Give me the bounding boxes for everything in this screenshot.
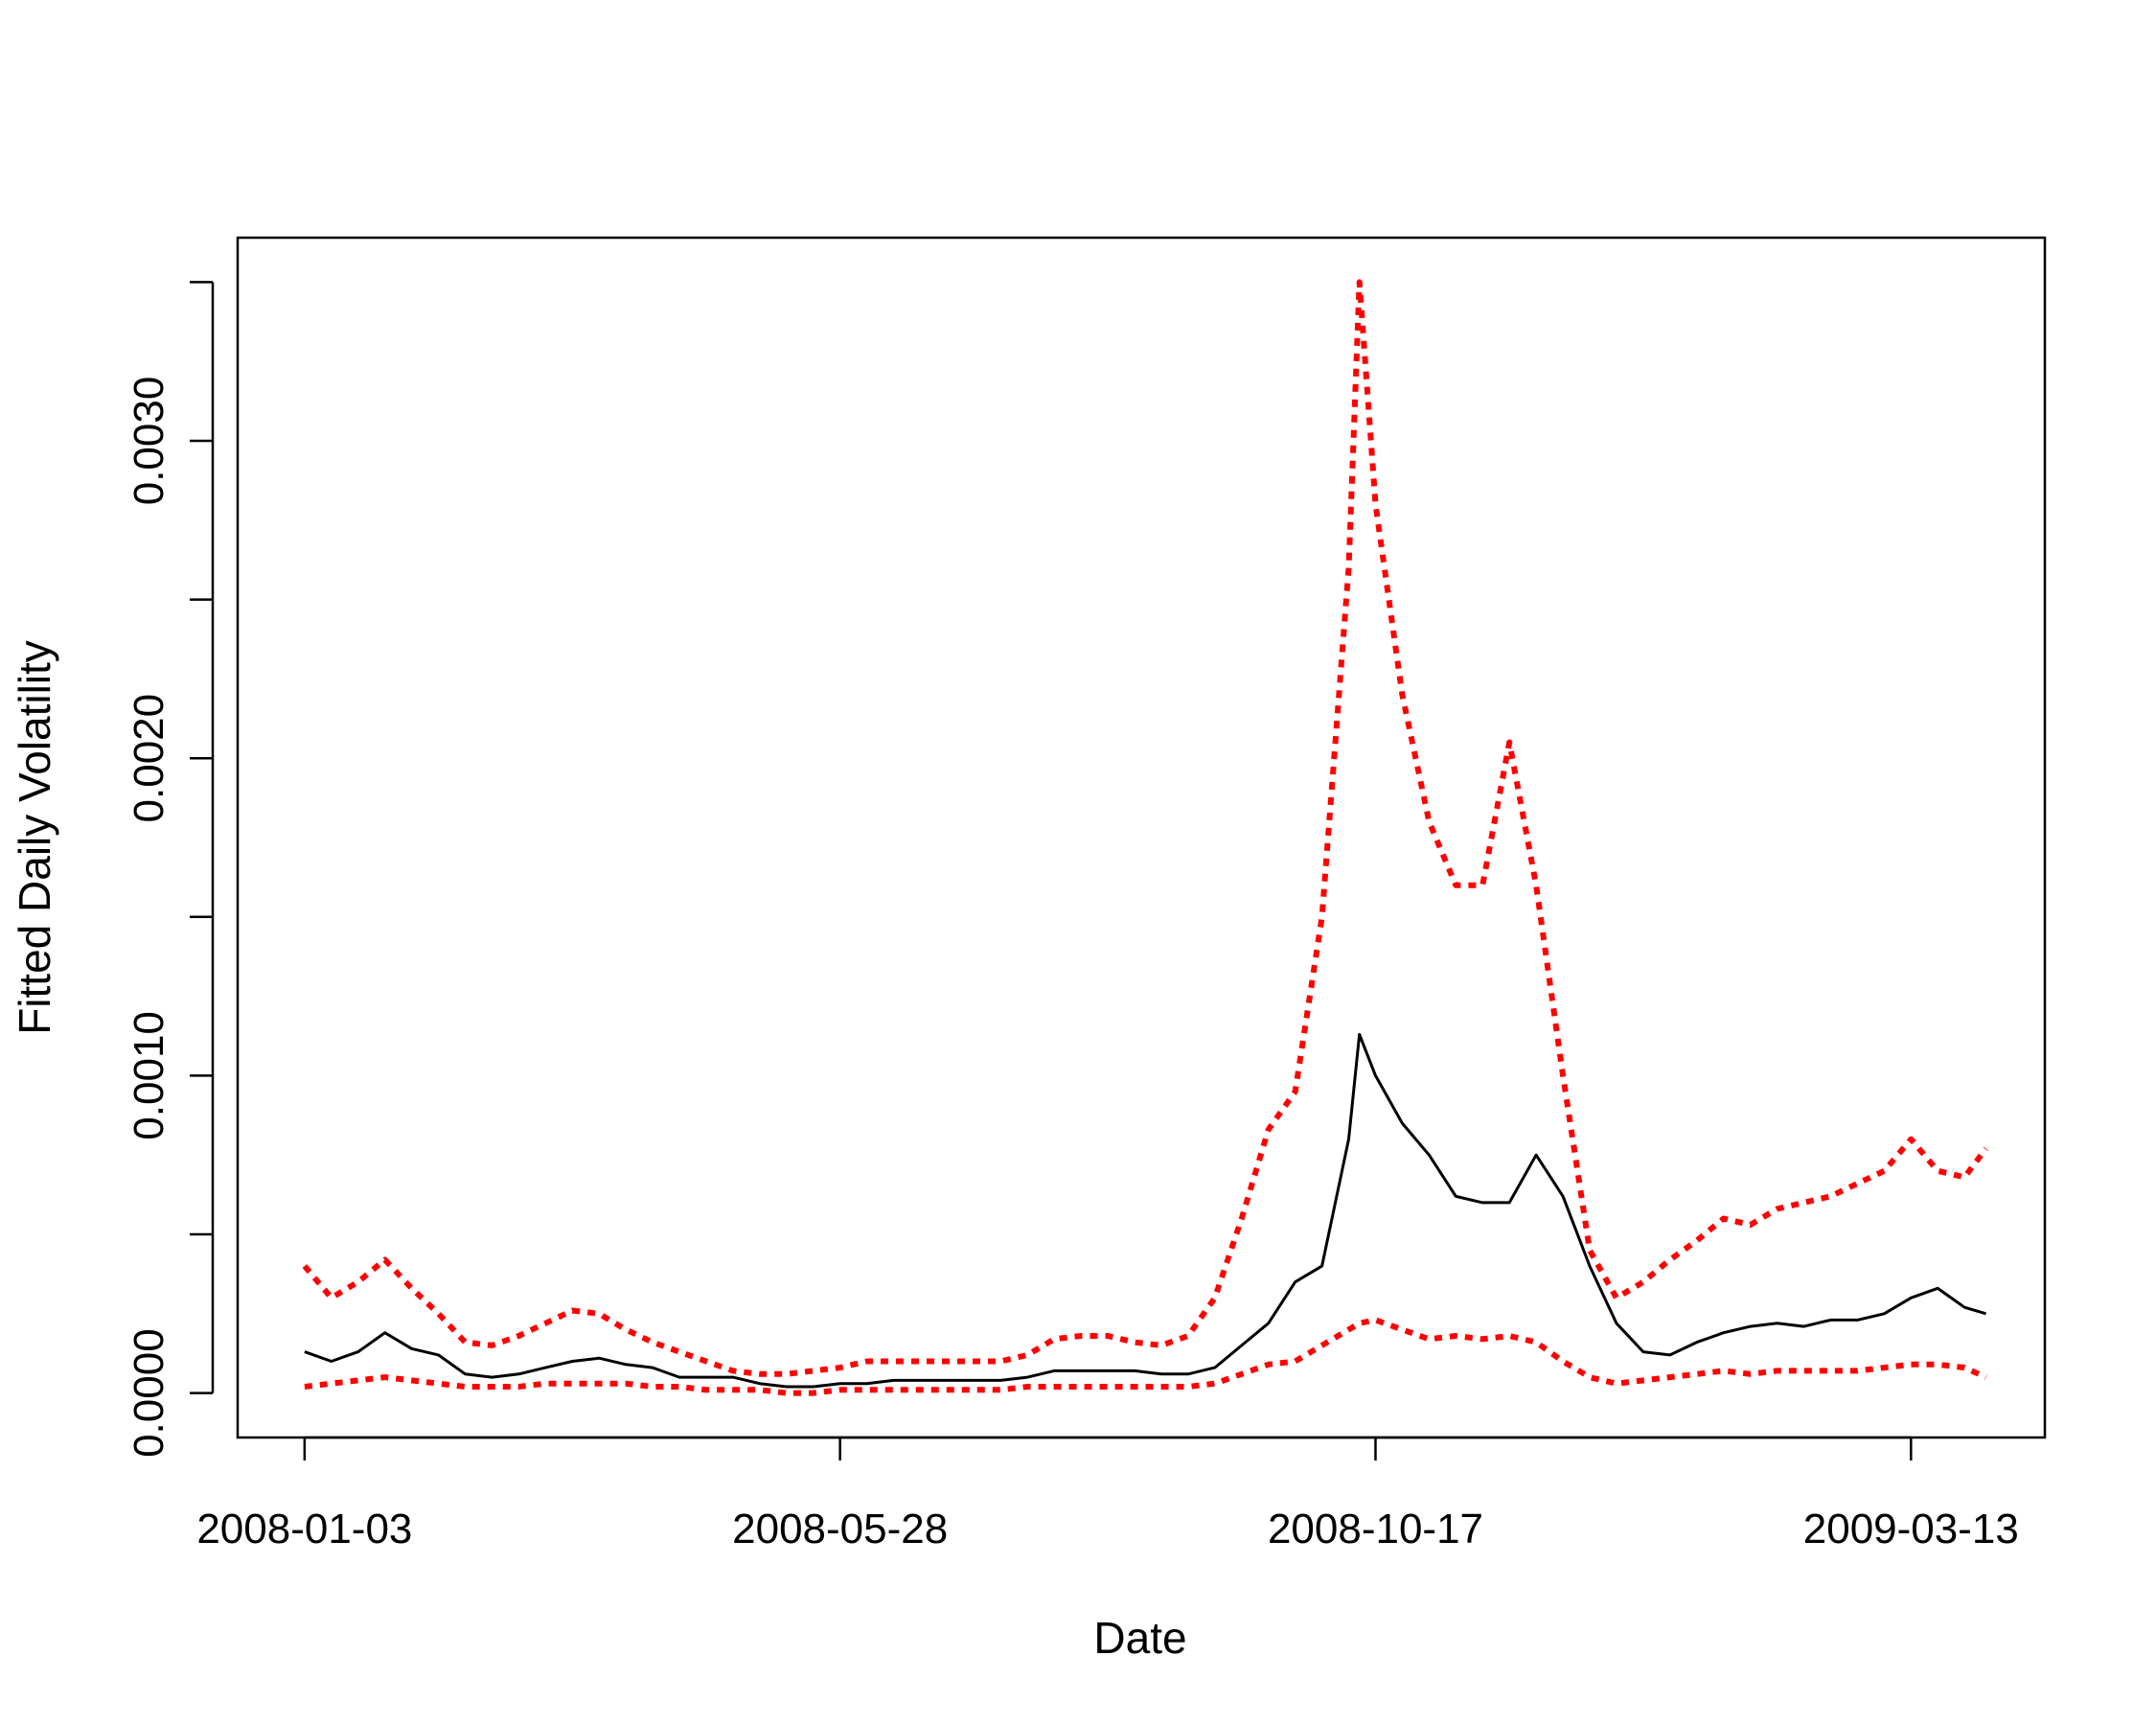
y-tick-label: 0.0030 <box>126 377 172 506</box>
x-tick-label: 2008-05-28 <box>732 1506 948 1552</box>
y-axis-title: Fitted Daily Volatility <box>10 640 59 1035</box>
y-axis: 0.0000 0.0010 0.0020 0.0030 <box>126 281 215 1458</box>
x-tick-label: 2008-10-17 <box>1268 1506 1483 1552</box>
series-line-1 <box>302 279 1988 1377</box>
series-line-2 <box>304 1317 1987 1396</box>
x-tick-label: 2008-01-03 <box>196 1506 412 1552</box>
plot-frame <box>236 236 2047 1439</box>
y-tick-label: 0.0010 <box>126 1011 172 1140</box>
x-axis-title: Date <box>1093 1613 1186 1663</box>
x-tick-label: 2009-03-13 <box>1803 1506 2019 1552</box>
y-tick-label: 0.0000 <box>126 1328 172 1458</box>
y-tick-label: 0.0020 <box>126 694 172 823</box>
x-axis: 2008-01-03 2008-05-28 2008-10-17 2009-03-13 <box>196 1436 2019 1552</box>
series-line-0 <box>304 1032 1986 1389</box>
series-layer <box>302 279 1988 1396</box>
